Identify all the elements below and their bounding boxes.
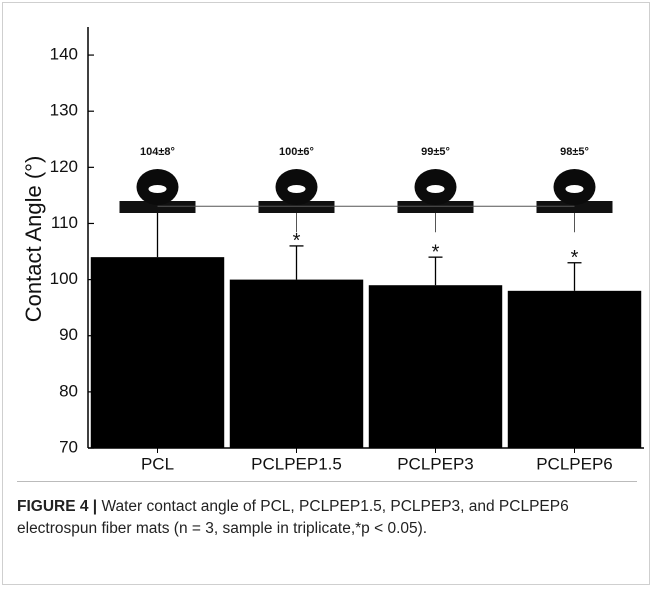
x-tick-label: PCLPEP1.5 (251, 454, 342, 473)
y-tick-label: 120 (50, 157, 78, 176)
y-tick-label: 110 (51, 213, 78, 232)
significance-mark: * (432, 241, 440, 263)
value-label: 99±5° (421, 146, 450, 158)
significance-mark: * (571, 247, 579, 269)
droplet-highlight (566, 185, 584, 193)
y-tick-label: 90 (59, 325, 78, 344)
y-axis-label: Contact Angle (°) (21, 156, 46, 323)
bar (230, 280, 363, 448)
y-tick-label: 100 (50, 269, 78, 288)
y-tick-label: 140 (50, 45, 78, 64)
bar (508, 291, 641, 448)
caption-text: Water contact angle of PCL, PCLPEP1.5, P… (17, 498, 569, 537)
droplet-highlight (288, 185, 306, 193)
caption: FIGURE 4 | Water contact angle of PCL, P… (17, 481, 637, 540)
value-label: 104±8° (140, 146, 175, 158)
figure: Contact Angle (°) 70 80 90 100 110 120 130 140 P… (2, 2, 650, 585)
y-tick-label: 80 (59, 381, 78, 400)
bar (91, 257, 224, 448)
x-tick-label: PCLPEP6 (536, 454, 613, 473)
significance-mark: * (293, 230, 301, 252)
value-label: 100±6° (279, 146, 314, 158)
x-tick-label: PCL (141, 454, 174, 473)
bar (369, 285, 502, 448)
chart: Contact Angle (°) 70 80 90 100 110 120 130 140 P… (3, 3, 649, 481)
x-tick-label: PCLPEP3 (397, 454, 474, 473)
droplet-highlight (149, 185, 167, 193)
y-tick-label: 70 (59, 437, 78, 456)
value-label: 98±5° (560, 146, 589, 158)
droplet-highlight (427, 185, 445, 193)
caption-label: FIGURE 4 | (17, 498, 97, 515)
y-tick-label: 130 (50, 101, 78, 120)
